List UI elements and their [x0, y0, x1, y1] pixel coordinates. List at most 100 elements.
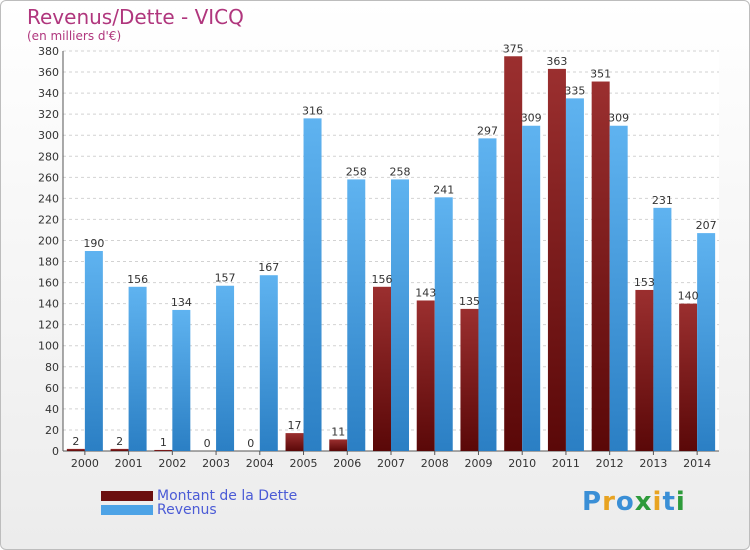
x-tick-label: 2002 [158, 457, 186, 470]
revenue-bar [478, 138, 497, 452]
revenue-bar [697, 233, 716, 451]
debt-bar [460, 308, 479, 451]
x-tick-label: 2013 [639, 457, 667, 470]
y-tick-label: 280 [38, 150, 59, 163]
x-tick-label: 2011 [552, 457, 580, 470]
revenue-bar [303, 118, 322, 452]
y-tick-label: 140 [38, 298, 59, 311]
y-tick-label: 260 [38, 171, 59, 184]
logo-letter: i [675, 487, 686, 517]
logo-letter: o [615, 487, 635, 517]
debt-value-label: 156 [372, 273, 393, 286]
debt-value-label: 375 [503, 42, 524, 55]
y-tick-label: 200 [38, 234, 59, 247]
y-tick-label: 0 [52, 445, 59, 458]
revenue-bar [522, 125, 541, 451]
x-tick-label: 2007 [377, 457, 405, 470]
chart-title: Revenus/Dette - VICQ [27, 5, 244, 29]
debt-value-label: 363 [546, 55, 567, 68]
y-tick-label: 180 [38, 256, 59, 269]
x-tick-label: 2003 [202, 457, 230, 470]
debt-value-label: 351 [590, 68, 611, 81]
revenue-value-label: 167 [258, 261, 279, 274]
revenue-value-label: 207 [696, 219, 717, 232]
y-tick-label: 320 [38, 108, 59, 121]
revenue-bar [84, 251, 103, 451]
y-tick-label: 340 [38, 87, 59, 100]
debt-bar [635, 289, 654, 451]
debt-bar [504, 56, 523, 452]
y-tick-label: 20 [45, 424, 59, 437]
debt-value-label: 0 [204, 437, 211, 450]
logo-letter: i [652, 487, 663, 517]
y-tick-label: 220 [38, 213, 59, 226]
debt-bar [373, 286, 391, 451]
x-tick-label: 2001 [115, 457, 143, 470]
debt-value-label: 17 [288, 419, 302, 432]
x-tick-label: 2005 [290, 457, 318, 470]
chart-subtitle: (en milliers d'€) [27, 29, 122, 43]
x-tick-label: 2000 [71, 457, 99, 470]
revenue-value-label: 241 [433, 183, 454, 196]
logo-letter: r [602, 487, 616, 517]
revenue-value-label: 156 [127, 273, 148, 286]
y-tick-label: 160 [38, 277, 59, 290]
proxiti-logo: Proxiti [582, 487, 686, 517]
debt-value-label: 11 [331, 425, 345, 438]
x-tick-label: 2010 [508, 457, 536, 470]
revenue-value-label: 157 [215, 272, 236, 285]
debt-bar [547, 68, 566, 451]
debt-value-label: 140 [678, 290, 699, 303]
debt-bar [154, 449, 173, 451]
revenue-value-label: 134 [171, 296, 192, 309]
revenue-value-label: 231 [652, 194, 673, 207]
legend-item-revenue: Revenus [101, 502, 217, 518]
revenue-bar [391, 179, 409, 451]
revenue-bar [434, 197, 453, 451]
debt-value-label: 1 [160, 436, 167, 449]
revenue-bar [216, 285, 235, 451]
revenue-bar [347, 179, 366, 451]
revenue-bar [128, 286, 147, 451]
debt-bar [679, 303, 698, 451]
debt-bar [285, 433, 304, 451]
y-tick-label: 60 [45, 382, 59, 395]
debt-value-label: 2 [116, 435, 123, 448]
revenue-value-label: 190 [83, 237, 104, 250]
revenue-bar [609, 125, 628, 451]
revenue-bar [172, 309, 191, 451]
x-tick-label: 2012 [596, 457, 624, 470]
revenue-value-label: 297 [477, 124, 498, 137]
revenue-bar [653, 207, 672, 451]
revenue-value-label: 258 [346, 165, 367, 178]
legend-label-revenue: Revenus [157, 502, 217, 518]
debt-value-label: 2 [72, 435, 79, 448]
y-tick-label: 380 [38, 45, 59, 58]
revenue-value-label: 316 [302, 104, 323, 117]
y-tick-label: 360 [38, 66, 59, 79]
revenue-value-label: 309 [521, 112, 542, 125]
debt-bar [416, 300, 435, 451]
x-tick-label: 2008 [421, 457, 449, 470]
logo-letter: x [634, 487, 653, 517]
debt-value-label: 143 [415, 286, 436, 299]
revenue-value-label: 335 [564, 84, 585, 97]
x-tick-label: 2006 [333, 457, 361, 470]
revenue-value-label: 258 [390, 165, 411, 178]
x-tick-label: 2014 [683, 457, 711, 470]
y-tick-label: 240 [38, 192, 59, 205]
debt-bar [329, 439, 348, 451]
revenue-bar [565, 98, 584, 452]
debt-value-label: 153 [634, 276, 655, 289]
debt-bar [110, 448, 129, 451]
x-tick-label: 2004 [246, 457, 274, 470]
revenue-bar [259, 275, 278, 451]
y-tick-label: 120 [38, 319, 59, 332]
legend-label-debt: Montant de la Dette [157, 488, 298, 504]
legend-swatch-debt [101, 491, 153, 501]
debt-bar [591, 81, 610, 452]
logo-letter: P [582, 487, 603, 517]
y-tick-label: 40 [45, 403, 59, 416]
debt-value-label: 135 [459, 295, 480, 308]
